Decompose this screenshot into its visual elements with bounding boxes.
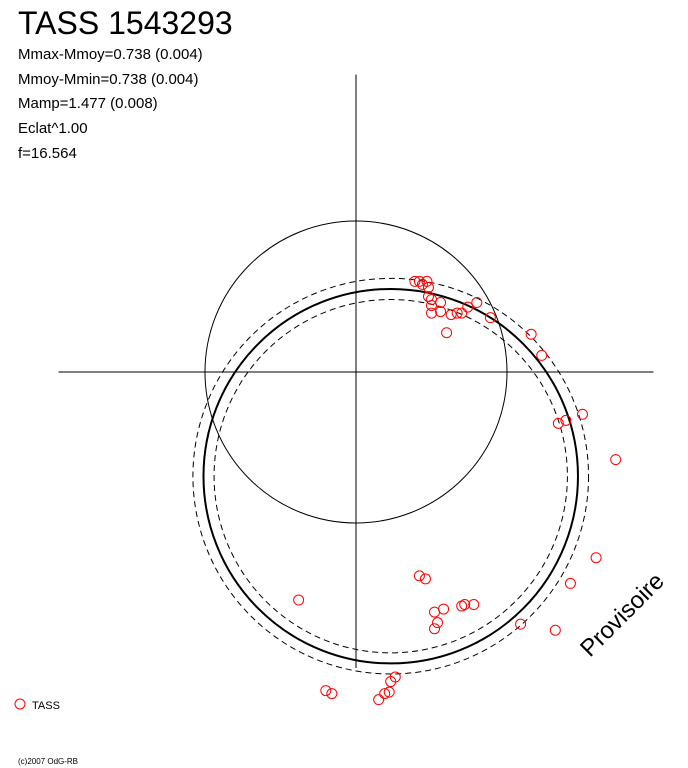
- point: [462, 301, 474, 313]
- point: [426, 307, 437, 319]
- fit-envelope: [213, 299, 568, 654]
- point: [379, 688, 391, 700]
- point: [426, 294, 437, 306]
- info-line: Mmoy-Mmin=0.738 (0.004): [18, 71, 198, 88]
- info-line: Mamp=1.477 (0.008): [18, 95, 158, 112]
- point: [426, 300, 437, 312]
- point: [373, 694, 385, 706]
- point: [610, 454, 622, 466]
- point: [459, 599, 471, 611]
- point: [413, 275, 425, 287]
- point: [441, 327, 453, 339]
- point: [536, 349, 548, 361]
- point: [590, 552, 602, 564]
- point: [438, 603, 450, 615]
- point: [560, 414, 572, 426]
- point: [429, 606, 441, 618]
- point: [471, 297, 483, 309]
- legend-label: TASS: [32, 700, 60, 712]
- point: [445, 309, 457, 321]
- point: [326, 688, 338, 700]
- point: [525, 328, 537, 340]
- point: [429, 623, 441, 635]
- point: [422, 281, 434, 293]
- point: [383, 686, 395, 698]
- watermark: Provisoire: [575, 568, 670, 663]
- info-line: Mmax-Mmoy=0.738 (0.004): [18, 46, 203, 63]
- point: [577, 408, 588, 420]
- point: [413, 570, 425, 582]
- point: [293, 594, 305, 606]
- chart-title: TASS 1543293: [18, 5, 233, 41]
- point: [549, 624, 561, 636]
- point: [419, 573, 431, 585]
- point: [484, 312, 496, 324]
- point: [468, 599, 480, 611]
- point: [385, 676, 397, 688]
- copyright: (c)2007 OdG-RB: [18, 757, 78, 766]
- info-line: f=16.564: [18, 145, 77, 162]
- info-line: Eclat^1.00: [18, 120, 88, 137]
- point: [421, 275, 433, 287]
- point: [432, 617, 444, 629]
- point: [564, 577, 576, 589]
- point: [451, 307, 463, 319]
- reference-circle: [204, 220, 508, 524]
- point: [456, 307, 468, 319]
- fit-circle: [202, 287, 579, 665]
- legend-marker: [14, 698, 26, 710]
- point: [435, 297, 447, 309]
- point: [515, 618, 527, 630]
- point: [552, 417, 564, 429]
- point: [409, 275, 421, 287]
- point: [435, 306, 447, 318]
- point: [320, 685, 332, 697]
- fit-envelope: [192, 277, 590, 675]
